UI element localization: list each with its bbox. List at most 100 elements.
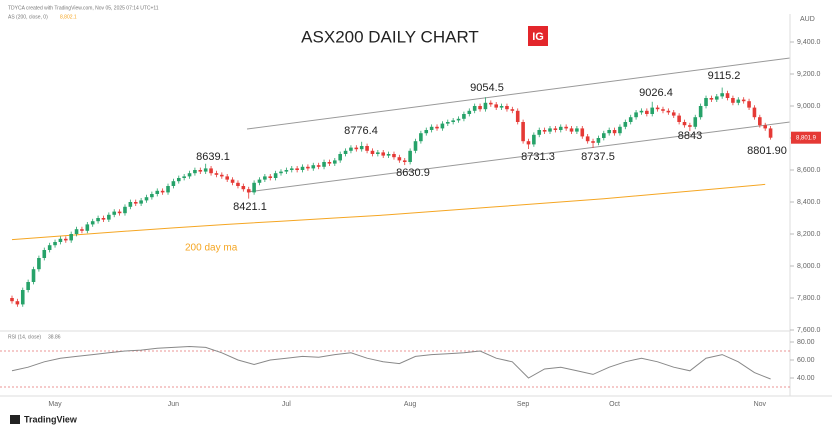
candle-body: [101, 218, 106, 220]
candle-body: [747, 101, 751, 108]
annotation: 8630.9: [396, 167, 430, 179]
candle-body: [241, 186, 246, 190]
candle-body: [402, 160, 407, 162]
candle-body: [628, 117, 633, 122]
ma-label: 200 day ma: [185, 243, 238, 254]
candle-body: [257, 179, 262, 183]
candle-body: [284, 170, 289, 172]
candle-body: [316, 165, 321, 167]
candle-body: [333, 160, 337, 164]
candle-body: [295, 168, 299, 170]
candle-body: [246, 189, 251, 193]
logo: IG: [532, 31, 544, 43]
candle-body: [230, 179, 235, 183]
candle-body: [682, 122, 687, 126]
candle-body: [645, 110, 649, 114]
candle-body: [564, 126, 568, 129]
candle-body: [634, 112, 638, 118]
candle-body: [80, 229, 84, 231]
candle-body: [370, 150, 375, 154]
candle-body: [585, 136, 590, 142]
candle-body: [343, 150, 348, 154]
rsi-legend: RSI (14, close): [8, 334, 41, 340]
candle-body: [510, 109, 515, 111]
channel-lower: [246, 121, 791, 193]
candle-body: [392, 154, 396, 158]
y-tick-label: 8,000.0: [797, 263, 820, 270]
annotation: 8731.3: [521, 151, 555, 163]
candle-body: [176, 178, 181, 182]
candle-body: [591, 141, 595, 143]
x-tick-label: Jun: [168, 401, 179, 408]
candle-body: [580, 128, 585, 137]
candle-body: [150, 194, 154, 198]
candle-body: [408, 150, 412, 162]
y-tick-label: 9,200.0: [797, 71, 820, 78]
candle-body: [268, 176, 273, 178]
candle-body: [602, 133, 606, 138]
y-tick-label: 8,200.0: [797, 231, 820, 238]
candle-body: [688, 125, 692, 127]
x-tick-label: May: [48, 401, 62, 408]
candle-body: [338, 154, 342, 161]
candle-body: [558, 126, 563, 130]
candle-body: [462, 114, 466, 119]
candle-body: [42, 250, 47, 258]
y-tick-label: 7,600.0: [797, 327, 820, 334]
candle-body: [15, 301, 20, 305]
candle-body: [483, 102, 488, 110]
candle-body: [47, 245, 52, 250]
price-tag: [791, 131, 821, 144]
candle-body: [515, 110, 520, 122]
candle-body: [322, 162, 326, 167]
candle-body: [655, 107, 660, 110]
candle-body: [198, 170, 203, 172]
candle-body: [128, 202, 133, 207]
candle-body: [575, 128, 579, 132]
candle-body: [714, 96, 719, 100]
candle-body: [252, 182, 256, 193]
candle-body: [311, 165, 316, 169]
candle-body: [90, 221, 95, 225]
candle-body: [187, 173, 192, 177]
candle-body: [720, 93, 724, 97]
candle-body: [639, 110, 644, 113]
candle-body: [289, 168, 294, 170]
candle-body: [327, 162, 332, 164]
candle-body: [306, 166, 310, 169]
candle-body: [741, 99, 746, 102]
candle-body: [397, 157, 402, 161]
x-tick-label: Oct: [609, 401, 620, 408]
candle-body: [553, 128, 558, 130]
ma-legend: AS (200, close, 0): [8, 14, 48, 20]
channel-upper: [246, 57, 791, 130]
candle-body: [752, 107, 757, 118]
candle-body: [300, 166, 305, 170]
candle-body: [123, 206, 127, 214]
credit: TDYCA created with TradingView.com, Nov …: [8, 5, 159, 11]
candle-body: [736, 99, 741, 103]
candle-body: [171, 181, 176, 186]
candle-body: [526, 141, 531, 145]
candle-body: [144, 197, 149, 201]
candle-body: [548, 128, 552, 132]
candle-body: [758, 117, 762, 126]
candle-body: [456, 118, 461, 121]
candle-body: [376, 152, 380, 154]
annotation: 8843: [678, 130, 702, 142]
candle-body: [505, 106, 509, 110]
candle-body: [69, 234, 73, 241]
candle-body: [435, 126, 439, 129]
candle-body: [472, 106, 477, 111]
candle-body: [10, 298, 14, 302]
annotation: 8776.4: [344, 125, 378, 137]
candle-body: [203, 168, 208, 172]
candle-body: [607, 130, 611, 134]
candle-body: [74, 229, 79, 234]
y-unit: AUD: [800, 16, 815, 23]
candle-body: [467, 110, 472, 114]
candle-body: [359, 146, 364, 150]
candle-body: [381, 152, 386, 156]
candle-body: [20, 290, 25, 305]
